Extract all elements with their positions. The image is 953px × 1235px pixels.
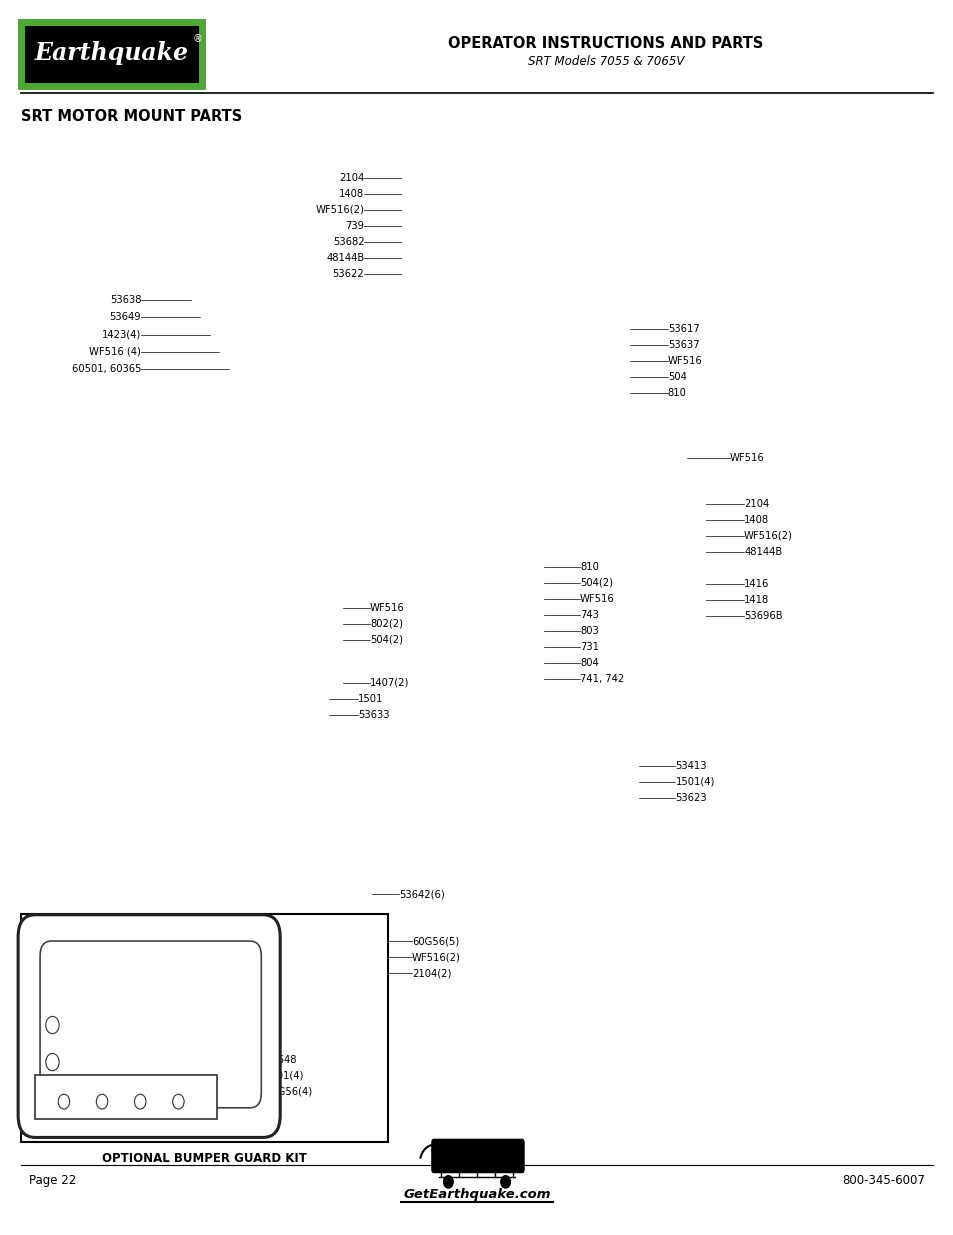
Text: Page 22: Page 22: [29, 1174, 76, 1187]
Text: 810: 810: [579, 562, 598, 572]
Text: SRT MOTOR MOUNT PARTS: SRT MOTOR MOUNT PARTS: [21, 109, 242, 124]
Text: 1501(4): 1501(4): [265, 1071, 304, 1081]
Text: 53633: 53633: [357, 710, 389, 720]
Text: 1418: 1418: [743, 595, 768, 605]
Text: 53649: 53649: [110, 312, 141, 322]
Text: GetEarthquake.com: GetEarthquake.com: [403, 1188, 550, 1200]
Text: 2104: 2104: [339, 173, 364, 183]
Text: WF516: WF516: [579, 594, 614, 604]
Text: OPERATOR INSTRUCTIONS AND PARTS: OPERATOR INSTRUCTIONS AND PARTS: [448, 36, 762, 51]
Text: 53617: 53617: [667, 324, 699, 333]
Text: 739: 739: [345, 221, 364, 231]
Text: WF516: WF516: [729, 453, 763, 463]
Text: 1501(4): 1501(4): [675, 777, 714, 787]
Text: 803: 803: [579, 626, 598, 636]
Circle shape: [443, 1176, 453, 1188]
Text: 1407(2): 1407(2): [370, 678, 409, 688]
Text: 743: 743: [579, 610, 598, 620]
Text: 53696B: 53696B: [743, 611, 781, 621]
Text: WF516(2): WF516(2): [412, 952, 460, 962]
Text: 53622: 53622: [333, 269, 364, 279]
Text: 48144B: 48144B: [743, 547, 781, 557]
Text: 731: 731: [579, 642, 598, 652]
FancyBboxPatch shape: [40, 941, 261, 1108]
Text: 53648: 53648: [265, 1055, 296, 1065]
Text: ®: ®: [193, 35, 202, 44]
Text: 1501: 1501: [357, 694, 383, 704]
Text: 1408: 1408: [339, 189, 364, 199]
Text: 1416: 1416: [743, 579, 769, 589]
FancyBboxPatch shape: [21, 22, 202, 86]
Text: 741, 742: 741, 742: [579, 674, 623, 684]
Text: 2104: 2104: [743, 499, 768, 509]
Circle shape: [500, 1176, 510, 1188]
Text: 802(2): 802(2): [370, 619, 403, 629]
Text: 810: 810: [667, 388, 686, 398]
Text: 1423(4): 1423(4): [102, 330, 141, 340]
Text: 804: 804: [579, 658, 598, 668]
Text: WF516(2): WF516(2): [743, 531, 792, 541]
Text: SRT Models 7055 & 7065V: SRT Models 7055 & 7065V: [527, 56, 683, 68]
Text: 2104(2): 2104(2): [412, 968, 451, 978]
Bar: [21, 914, 388, 1142]
Text: OPTIONAL BUMPER GUARD KIT: OPTIONAL BUMPER GUARD KIT: [102, 1152, 307, 1166]
Text: 60501, 60365: 60501, 60365: [71, 364, 141, 374]
Text: WF516: WF516: [370, 603, 404, 613]
Text: 504: 504: [667, 372, 686, 382]
Text: 60G56(4): 60G56(4): [265, 1087, 312, 1097]
FancyBboxPatch shape: [18, 915, 280, 1137]
Text: WF516(2): WF516(2): [315, 205, 364, 215]
Text: 48144B: 48144B: [326, 253, 364, 263]
Text: 53642(6): 53642(6): [398, 889, 444, 899]
Text: 53413: 53413: [675, 761, 706, 771]
FancyBboxPatch shape: [35, 1074, 217, 1119]
Text: 53638: 53638: [110, 295, 141, 305]
Text: 53682: 53682: [333, 237, 364, 247]
Text: Earthquake: Earthquake: [34, 41, 189, 65]
Text: 504(2): 504(2): [370, 635, 403, 645]
Text: WF516 (4): WF516 (4): [90, 347, 141, 357]
Text: 1408: 1408: [743, 515, 768, 525]
Text: Parts Online: Parts Online: [448, 1151, 507, 1161]
Text: 800-345-6007: 800-345-6007: [841, 1174, 924, 1187]
Text: 53637: 53637: [667, 340, 699, 350]
Text: 60G56(5): 60G56(5): [412, 936, 459, 946]
Text: WF516: WF516: [667, 356, 701, 366]
Text: 504(2): 504(2): [579, 578, 613, 588]
FancyBboxPatch shape: [431, 1139, 524, 1173]
Text: 53623: 53623: [675, 793, 706, 803]
